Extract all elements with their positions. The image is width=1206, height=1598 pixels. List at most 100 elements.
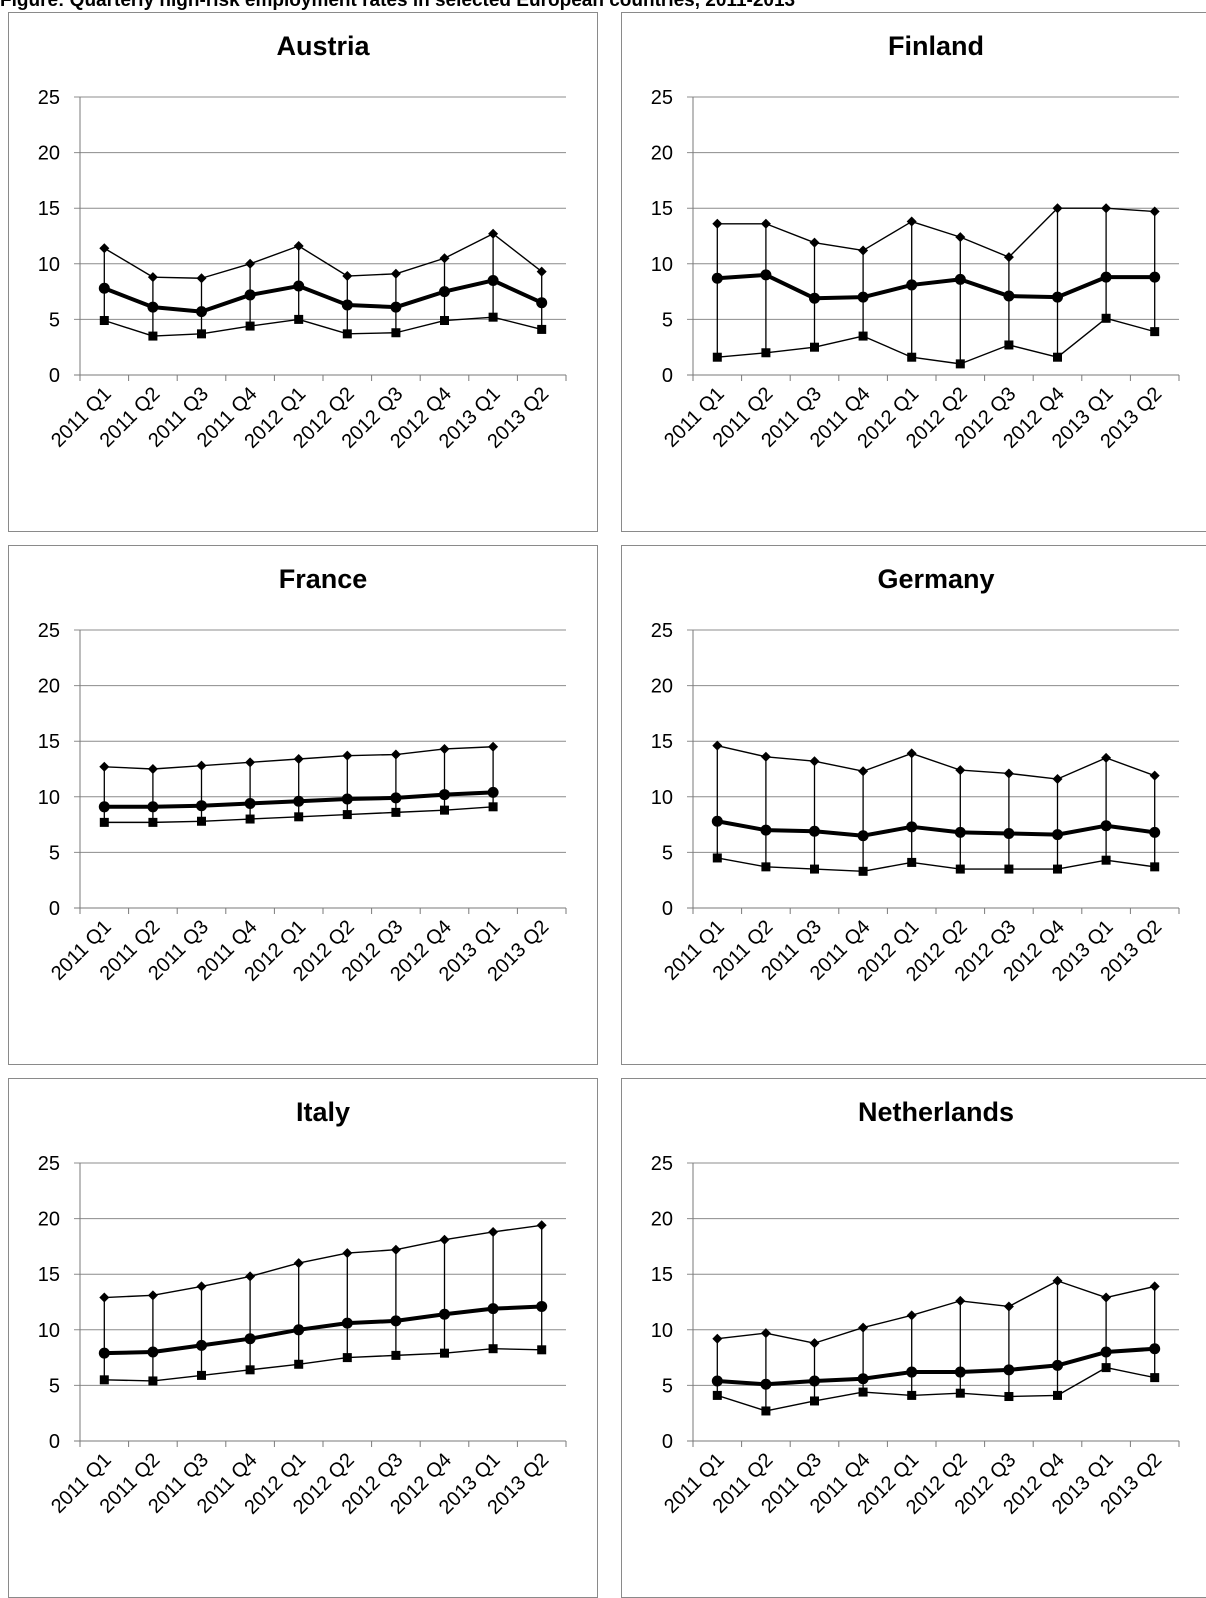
data-point-circle: [760, 825, 771, 836]
chart-title: France: [279, 564, 368, 594]
chart-frame: [622, 546, 1206, 1065]
y-tick-label: 25: [651, 1153, 673, 1175]
data-point-square: [1102, 856, 1111, 865]
y-tick-label: 15: [38, 731, 60, 753]
y-tick-label: 5: [49, 1375, 60, 1397]
data-point-square: [1004, 340, 1013, 349]
y-tick-label: 10: [38, 254, 60, 276]
data-point-circle: [245, 289, 256, 300]
data-point-square: [343, 1353, 352, 1362]
y-tick-label: 20: [651, 676, 673, 698]
y-tick-label: 0: [49, 898, 60, 920]
data-point-circle: [536, 1301, 547, 1312]
data-point-circle: [1101, 272, 1112, 283]
data-point-circle: [245, 1333, 256, 1344]
data-point-circle: [245, 798, 256, 809]
data-point-circle: [293, 281, 304, 292]
y-tick-label: 20: [38, 676, 60, 698]
data-point-circle: [196, 306, 207, 317]
y-tick-label: 20: [38, 143, 60, 165]
data-point-square: [859, 332, 868, 341]
data-point-circle: [1149, 1343, 1160, 1354]
data-point-square: [537, 1345, 546, 1354]
data-point-square: [907, 1391, 916, 1400]
data-point-square: [343, 810, 352, 819]
data-point-circle: [712, 273, 723, 284]
data-point-square: [761, 862, 770, 871]
data-point-square: [1102, 314, 1111, 323]
data-point-circle: [293, 1324, 304, 1335]
chart-frame: [9, 546, 598, 1065]
data-point-circle: [488, 787, 499, 798]
chart-frame: [622, 13, 1206, 532]
data-point-circle: [955, 827, 966, 838]
data-point-circle: [1149, 272, 1160, 283]
data-point-square: [148, 818, 157, 827]
data-point-square: [148, 1376, 157, 1385]
data-point-circle: [99, 283, 110, 294]
data-point-circle: [488, 1303, 499, 1314]
data-point-circle: [760, 1379, 771, 1390]
y-tick-label: 25: [651, 87, 673, 109]
data-point-square: [246, 1365, 255, 1374]
data-point-square: [489, 313, 498, 322]
y-tick-label: 20: [651, 143, 673, 165]
y-tick-label: 0: [49, 365, 60, 387]
data-point-square: [1053, 865, 1062, 874]
y-tick-label: 20: [651, 1209, 673, 1231]
y-tick-label: 10: [38, 1320, 60, 1342]
y-tick-label: 0: [662, 1431, 673, 1453]
data-point-square: [343, 329, 352, 338]
data-point-circle: [760, 269, 771, 280]
data-point-square: [197, 817, 206, 826]
data-point-circle: [196, 1340, 207, 1351]
data-point-square: [246, 322, 255, 331]
y-tick-label: 20: [38, 1209, 60, 1231]
data-point-square: [440, 316, 449, 325]
data-point-circle: [809, 826, 820, 837]
data-point-circle: [1149, 827, 1160, 838]
data-point-circle: [99, 801, 110, 812]
data-point-circle: [1003, 291, 1014, 302]
data-point-square: [1053, 1391, 1062, 1400]
data-point-circle: [906, 821, 917, 832]
data-point-circle: [147, 801, 158, 812]
data-point-circle: [712, 816, 723, 827]
data-point-circle: [390, 1315, 401, 1326]
data-point-square: [859, 1388, 868, 1397]
y-tick-label: 25: [38, 620, 60, 642]
data-point-square: [810, 865, 819, 874]
data-point-circle: [488, 275, 499, 286]
data-point-square: [294, 315, 303, 324]
data-point-square: [761, 348, 770, 357]
y-tick-label: 5: [49, 842, 60, 864]
y-tick-label: 15: [651, 731, 673, 753]
y-tick-label: 15: [651, 198, 673, 220]
data-point-square: [956, 865, 965, 874]
data-point-circle: [712, 1375, 723, 1386]
data-point-circle: [809, 293, 820, 304]
data-point-square: [197, 1371, 206, 1380]
data-point-circle: [1003, 1364, 1014, 1375]
data-point-circle: [99, 1348, 110, 1359]
data-point-circle: [293, 796, 304, 807]
data-point-square: [1150, 327, 1159, 336]
y-tick-label: 0: [662, 365, 673, 387]
data-point-circle: [147, 302, 158, 313]
y-tick-label: 25: [38, 87, 60, 109]
y-tick-label: 25: [651, 620, 673, 642]
y-tick-label: 25: [38, 1153, 60, 1175]
chart-title: Finland: [888, 31, 984, 61]
data-point-square: [956, 1389, 965, 1398]
data-point-square: [294, 812, 303, 821]
y-tick-label: 10: [38, 787, 60, 809]
